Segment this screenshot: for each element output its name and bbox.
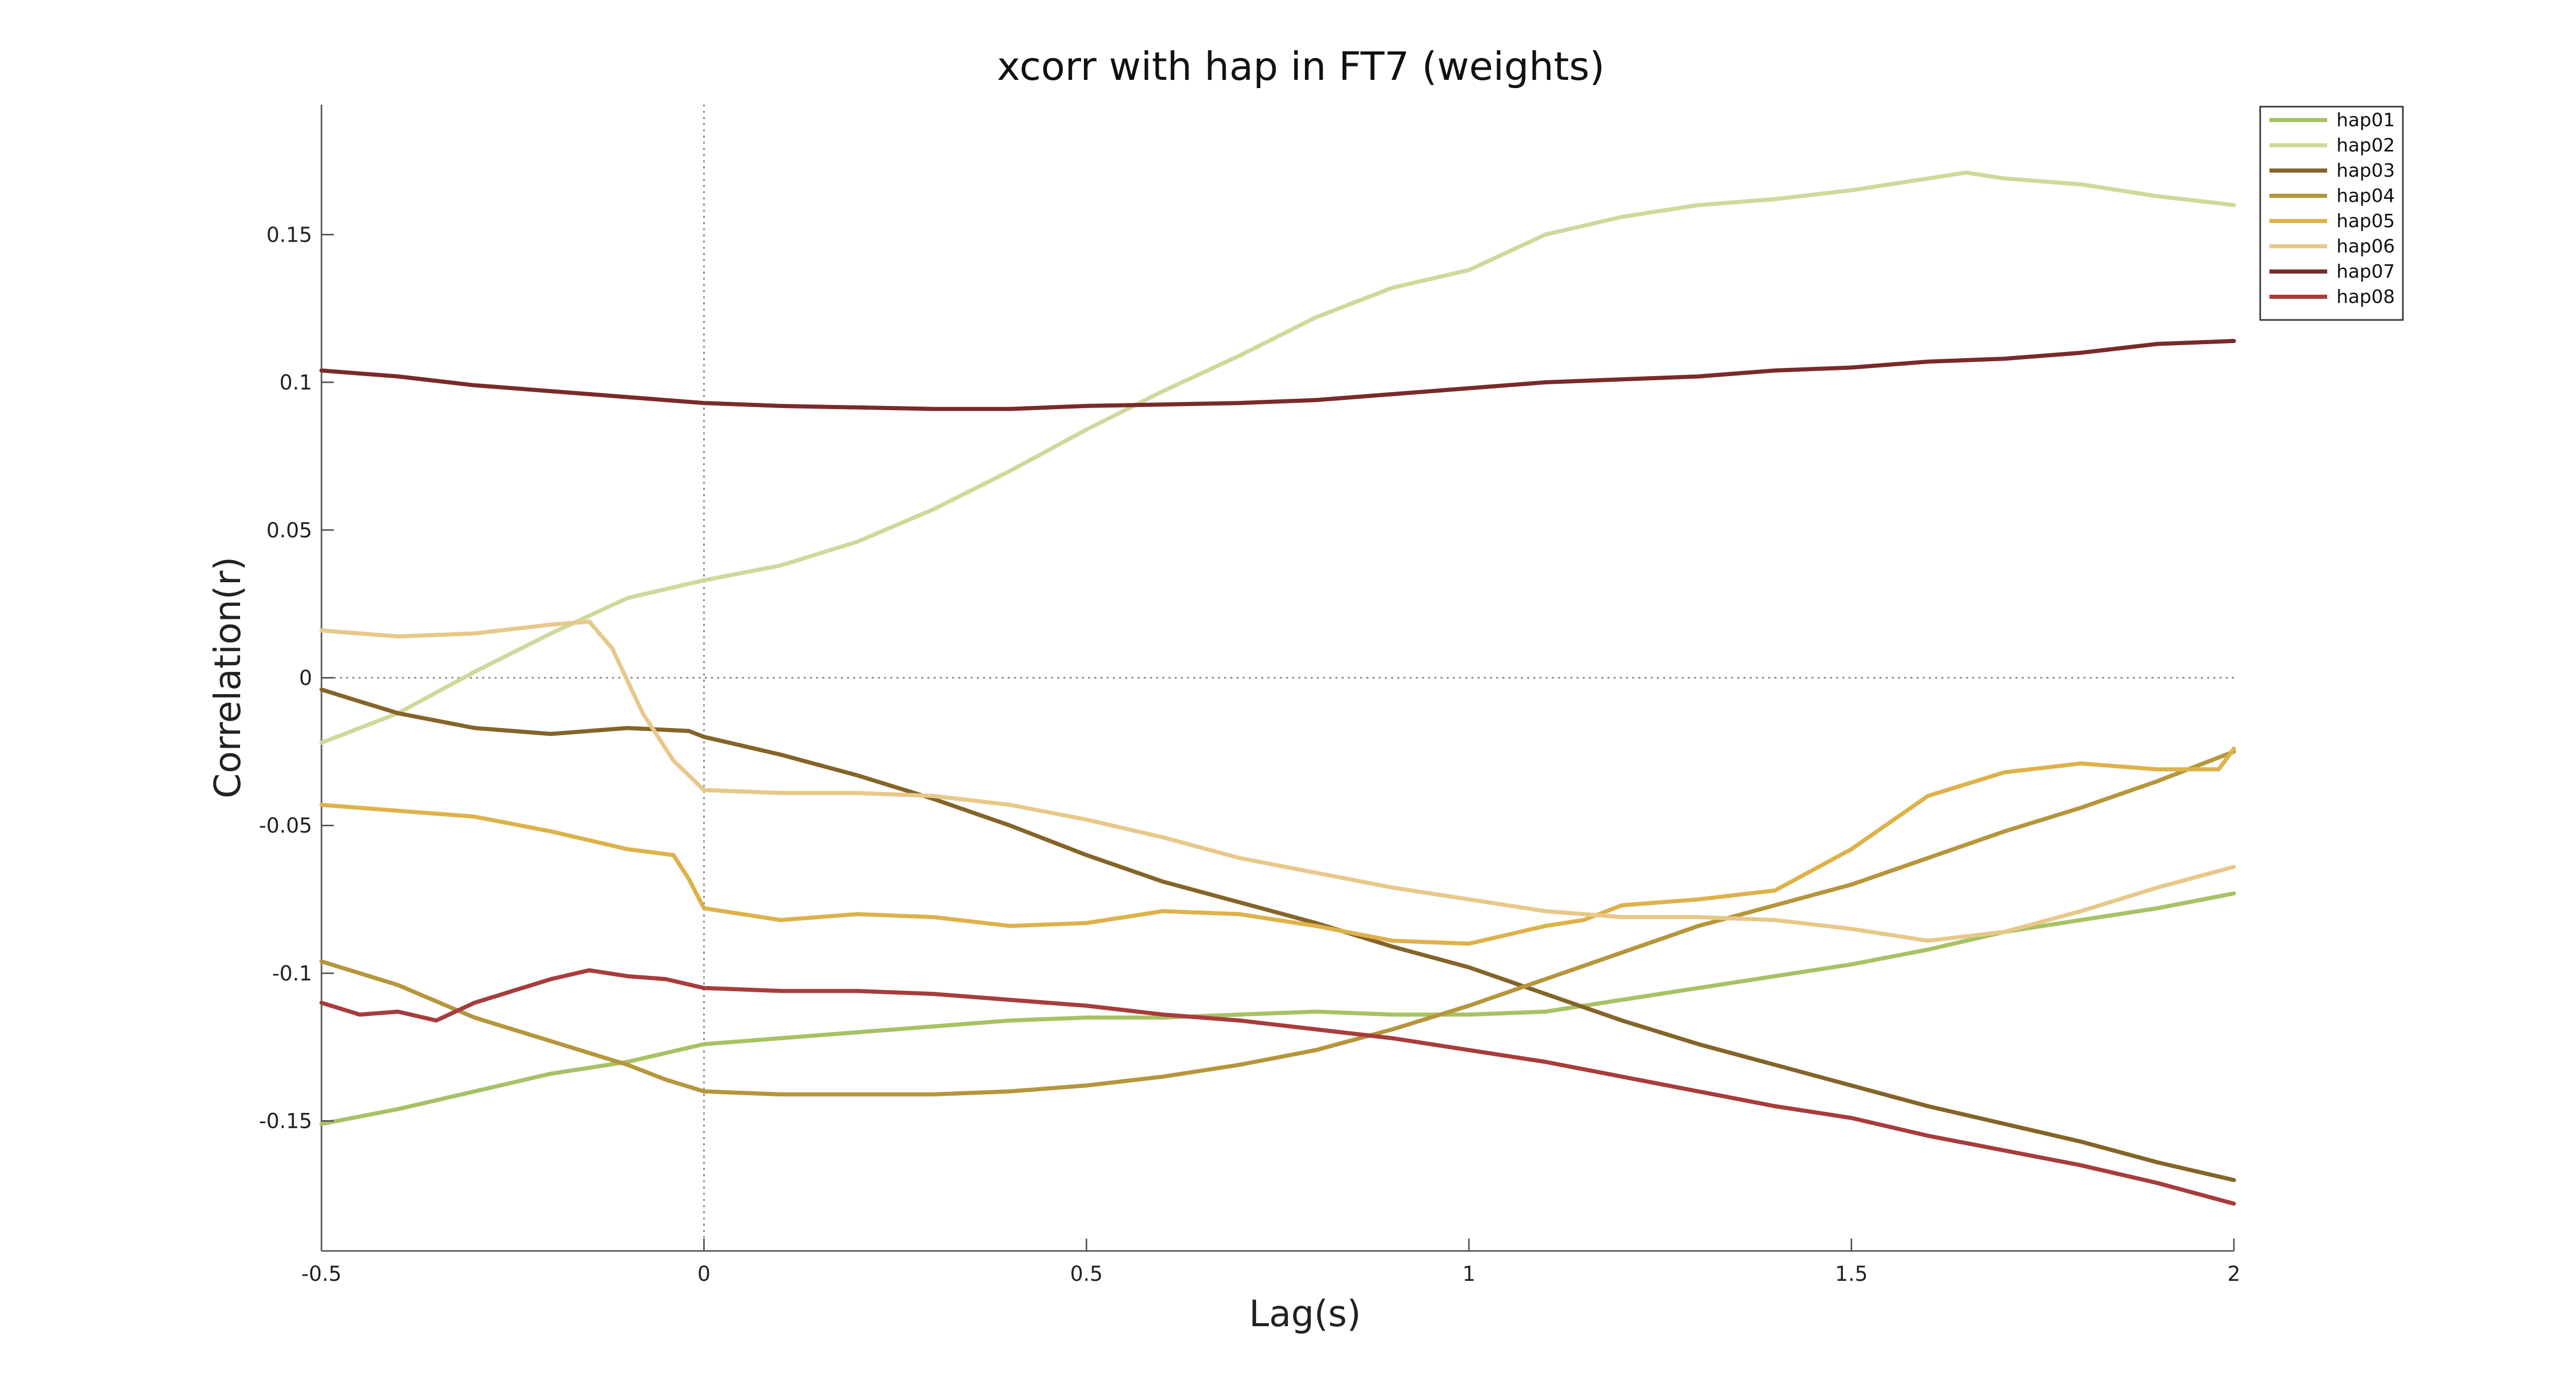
- legend-box: [2259, 106, 2404, 321]
- y-axis-label: Correlation(r): [207, 556, 249, 798]
- legend-label-hap05: hap05: [2336, 211, 2395, 232]
- legend: hap01 hap02 hap03 hap04 hap05 hap06 hap07 hap08: [2259, 106, 2404, 321]
- x-tick-label: 2: [2227, 1262, 2240, 1286]
- series-line-hap06: [319, 619, 2236, 943]
- y-tick-label: -0.15: [259, 1110, 313, 1133]
- x-tick-label: 1: [1462, 1262, 1475, 1286]
- series-line-hap07: [319, 338, 2236, 411]
- series-line-hap08: [319, 968, 2236, 1206]
- chart-title: xcorr with hap in FT7 (weights): [997, 43, 1605, 89]
- ticks: -0.5 0 0.5 1 1.5 2 -0.15 -0.1 -0.05 0 0.05 0.1 0.15: [259, 223, 2241, 1286]
- legend-label-hap04: hap04: [2336, 185, 2395, 207]
- x-tick-label: 0.5: [1070, 1262, 1103, 1286]
- series-line-hap04: [319, 749, 2236, 1097]
- y-tick-label: 0: [299, 667, 312, 690]
- x-tick-label: 0: [698, 1262, 710, 1286]
- legend-label-hap03: hap03: [2336, 160, 2395, 181]
- series-line-hap03: [319, 687, 2236, 1182]
- legend-label-hap07: hap07: [2336, 261, 2395, 282]
- legend-label-hap01: hap01: [2336, 110, 2395, 131]
- y-tick-label: 0.15: [266, 223, 312, 247]
- series-line-hap05: [319, 747, 2236, 946]
- y-tick-label: -0.05: [259, 814, 313, 838]
- series-line-hap01: [319, 891, 2236, 1126]
- x-tick-label: -0.5: [301, 1262, 342, 1286]
- legend-label-hap06: hap06: [2336, 236, 2395, 257]
- legend-label-hap02: hap02: [2336, 135, 2395, 156]
- x-tick-label: 1.5: [1835, 1262, 1868, 1286]
- y-tick-label: 0.1: [279, 371, 312, 395]
- series-group: [319, 170, 2236, 1206]
- x-axis-label: Lag(s): [1249, 1293, 1361, 1335]
- series-line-hap02: [319, 170, 2236, 745]
- y-tick-label: -0.1: [272, 962, 312, 986]
- legend-label-hap08: hap08: [2336, 286, 2395, 308]
- y-tick-label: 0.05: [266, 519, 312, 543]
